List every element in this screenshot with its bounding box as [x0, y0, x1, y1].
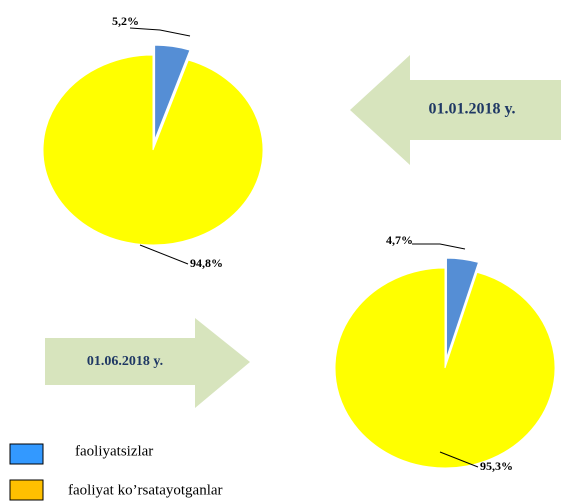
value-label: 5,2%: [112, 14, 139, 28]
legend-swatch: [9, 443, 44, 465]
leader-line: [412, 243, 466, 250]
value-label: 94,8%: [190, 256, 223, 270]
arrow: [350, 55, 561, 165]
legend-label: faoliyatsizlar: [75, 443, 153, 459]
legend-swatch: [9, 479, 44, 501]
value-label: 95,3%: [480, 459, 513, 473]
pie-slice: [445, 257, 480, 359]
arrow: [45, 318, 250, 408]
leader-line: [129, 27, 191, 37]
date-label: 01.06.2018 y.: [87, 354, 163, 369]
pie-slice: [334, 267, 556, 469]
value-label: 4,7%: [386, 233, 413, 247]
pie-slice: [42, 54, 264, 246]
date-label: 01.01.2018 y.: [428, 101, 515, 118]
legend-label: faoliyat ko’rsatayotganlar: [68, 482, 223, 498]
pie-slice: [154, 44, 191, 141]
leader-line: [439, 451, 479, 468]
leader-line: [139, 244, 189, 265]
